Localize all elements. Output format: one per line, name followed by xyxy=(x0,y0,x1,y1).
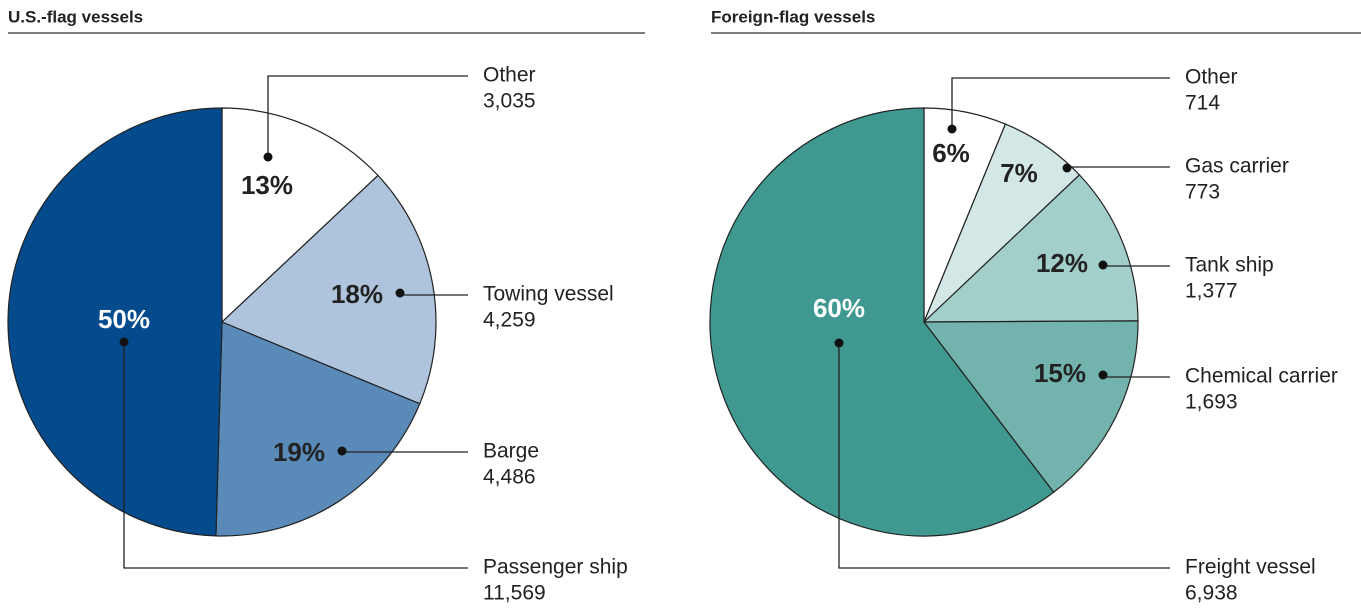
category-label: Barge xyxy=(483,440,539,463)
percent-label: 15% xyxy=(1034,358,1086,388)
value-label: 773 xyxy=(1185,181,1220,204)
category-label: Other xyxy=(483,64,536,87)
leader-dot xyxy=(834,338,844,348)
chart-title: Foreign-flag vessels xyxy=(711,7,875,26)
percent-label: 13% xyxy=(241,170,293,200)
leader-dot xyxy=(1062,163,1072,173)
chart-title: U.S.-flag vessels xyxy=(8,7,143,26)
value-label: 11,569 xyxy=(483,582,546,605)
leader-line xyxy=(1066,166,1170,168)
leader-line xyxy=(267,75,468,157)
percent-label: 6% xyxy=(932,138,970,168)
pie-slice xyxy=(221,107,379,324)
category-label: Tank ship xyxy=(1185,254,1274,277)
pie-slice xyxy=(7,107,223,537)
pie-slice xyxy=(220,174,437,405)
pie-slice xyxy=(709,107,1055,537)
category-label: Other xyxy=(1185,66,1238,89)
leader-dot xyxy=(947,124,957,134)
value-label: 4,486 xyxy=(483,466,536,489)
pie-slice xyxy=(215,321,421,537)
leader-dot xyxy=(1098,370,1108,380)
leader-dot xyxy=(263,152,273,162)
value-label: 714 xyxy=(1185,92,1220,115)
value-label: 3,035 xyxy=(483,90,536,113)
category-label: Passenger ship xyxy=(483,556,628,579)
pie-slice xyxy=(922,320,1139,494)
category-label: Towing vessel xyxy=(483,283,614,306)
leader-dot xyxy=(395,288,405,298)
leader-dot xyxy=(337,446,347,456)
category-label: Chemical carrier xyxy=(1185,365,1338,388)
leader-line xyxy=(838,343,1170,569)
value-label: 6,938 xyxy=(1185,582,1238,605)
pie-slice xyxy=(922,174,1139,323)
value-label: 4,259 xyxy=(483,309,536,332)
category-label: Freight vessel xyxy=(1185,556,1316,579)
percent-label: 7% xyxy=(1000,158,1038,188)
value-label: 1,377 xyxy=(1185,280,1238,303)
leader-line xyxy=(951,77,1170,129)
percent-label: 12% xyxy=(1036,248,1088,278)
percent-label: 50% xyxy=(98,304,150,334)
percent-label: 19% xyxy=(273,437,325,467)
value-label: 1,693 xyxy=(1185,391,1238,414)
leader-dot xyxy=(1098,260,1108,270)
leader-line xyxy=(123,342,468,569)
percent-label: 18% xyxy=(331,279,383,309)
percent-label: 60% xyxy=(813,293,865,323)
category-label: Gas carrier xyxy=(1185,155,1289,178)
leader-dot xyxy=(119,337,129,347)
